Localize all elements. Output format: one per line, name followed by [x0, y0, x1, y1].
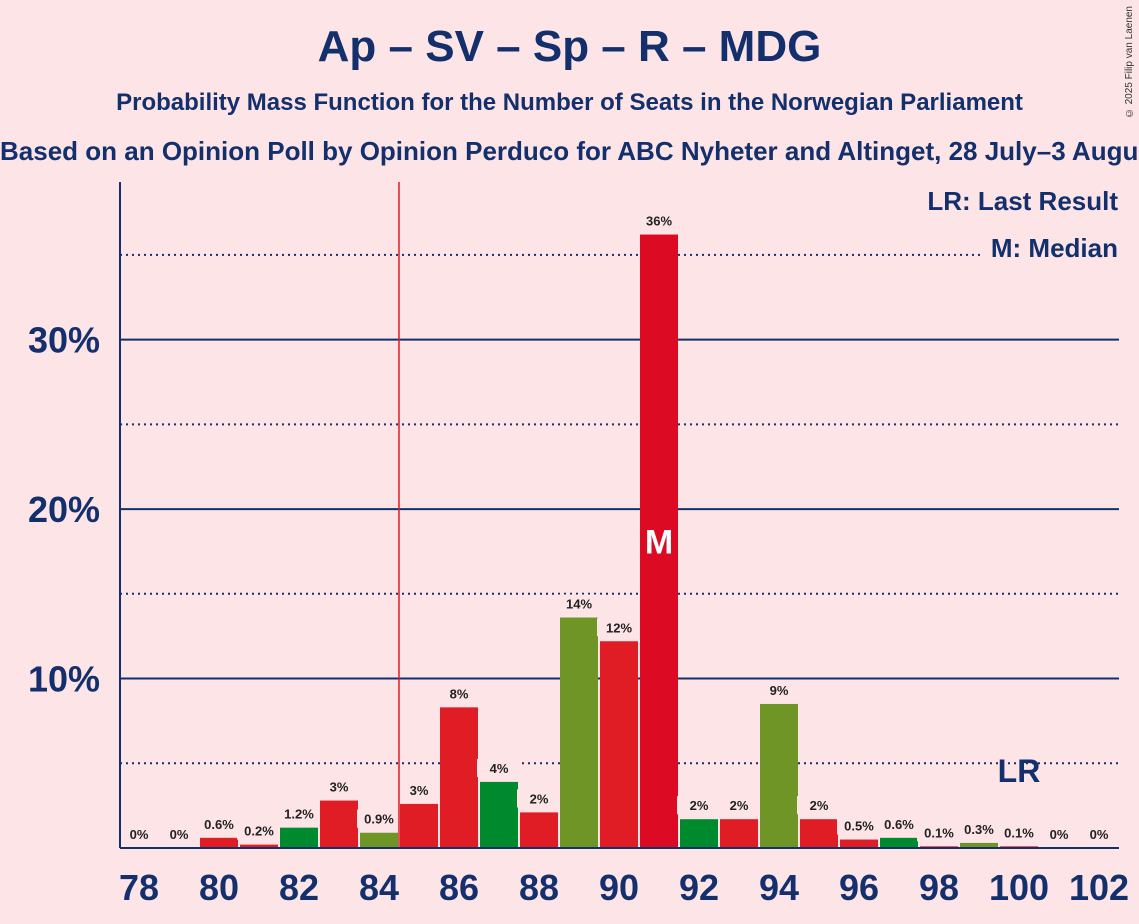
x-tick-label: 102 [1069, 867, 1129, 908]
x-tick-label: 100 [989, 867, 1049, 908]
last-result-marker: LR [998, 753, 1041, 789]
bar-label-bg-82 [277, 804, 321, 823]
bar-label-bg-97 [877, 814, 921, 833]
bar-97 [880, 837, 918, 848]
legend-bg-1 [930, 186, 1120, 216]
bar-label-bg-89 [557, 594, 601, 613]
bar-label-90: 12% [606, 620, 632, 635]
bar-89 [560, 617, 598, 848]
bar-label-bg-98 [917, 823, 961, 842]
bar-label-87: 4% [490, 761, 509, 776]
bar-label-bg-83 [317, 777, 361, 796]
bar-label-89: 14% [566, 597, 592, 612]
bar-label-86: 8% [450, 686, 469, 701]
bar-90 [600, 641, 638, 848]
bar-label-81: 0.2% [244, 824, 274, 839]
chart-subtitle: Probability Mass Function for the Number… [116, 89, 1023, 116]
bar-label-bg-85 [397, 780, 441, 799]
bar-93 [720, 819, 758, 848]
bar-label-95: 2% [810, 798, 829, 813]
bar-label-100: 0.1% [1004, 825, 1034, 840]
bar-label-bg-90 [597, 618, 641, 637]
bar-label-bg-87 [477, 758, 521, 777]
bar-label-79: 0% [170, 827, 189, 842]
bar-label-bg-84 [357, 809, 401, 828]
bar-label-bg-93 [717, 796, 761, 815]
bar-92 [680, 819, 718, 848]
bar-label-82: 1.2% [284, 807, 314, 822]
bar-label-bg-81 [237, 821, 281, 840]
y-tick-label: 20% [28, 489, 100, 530]
bar-label-97: 0.6% [884, 817, 914, 832]
x-tick-label: 82 [279, 867, 319, 908]
x-tick-label: 90 [599, 867, 639, 908]
bar-label-bg-100 [997, 823, 1041, 842]
bar-label-78: 0% [130, 827, 149, 842]
bar-label-101: 0% [1050, 827, 1069, 842]
x-tick-label: 96 [839, 867, 879, 908]
bar-85 [400, 803, 438, 848]
bar-label-93: 2% [730, 798, 749, 813]
bar-label-84: 0.9% [364, 812, 394, 827]
bar-87 [480, 781, 518, 848]
bar-label-83: 3% [330, 780, 349, 795]
bar-label-94: 9% [770, 683, 789, 698]
legend-bg-2 [980, 232, 1120, 256]
bar-80 [200, 837, 238, 848]
bar-label-bg-88 [517, 789, 561, 808]
bar-83 [320, 800, 358, 848]
bar-label-bg-95 [797, 796, 841, 815]
bar-label-88: 2% [530, 791, 549, 806]
bar-label-91: 36% [646, 214, 672, 229]
bar-99 [960, 842, 998, 848]
bar-label-102: 0% [1090, 827, 1109, 842]
legend-median: M: Median [991, 233, 1118, 263]
bar-84 [360, 832, 398, 848]
bar-96 [840, 839, 878, 848]
bar-95 [800, 819, 838, 848]
bar-label-bg-94 [757, 680, 801, 699]
bar-label-bg-86 [437, 684, 481, 703]
median-marker: M [645, 523, 673, 561]
bar-label-80: 0.6% [204, 817, 234, 832]
x-tick-label: 92 [679, 867, 719, 908]
x-tick-label: 84 [359, 867, 399, 908]
bar-82 [280, 827, 318, 848]
legend-last-result: LR: Last Result [927, 186, 1118, 216]
bar-88 [520, 812, 558, 848]
x-tick-label: 88 [519, 867, 559, 908]
bar-label-bg-92 [677, 796, 721, 815]
x-tick-label: 86 [439, 867, 479, 908]
bar-label-99: 0.3% [964, 822, 994, 837]
bar-label-92: 2% [690, 798, 709, 813]
chart-source: Based on an Opinion Poll by Opinion Perd… [0, 136, 1139, 166]
bar-label-bg-91 [637, 211, 681, 230]
bar-86 [440, 707, 478, 848]
bar-label-98: 0.1% [924, 825, 954, 840]
bar-81 [240, 844, 278, 848]
bar-label-96: 0.5% [844, 819, 874, 834]
x-tick-label: 78 [119, 867, 159, 908]
y-tick-label: 30% [28, 320, 100, 361]
bar-label-85: 3% [410, 783, 429, 798]
bar-label-bg-96 [837, 816, 881, 835]
bar-94 [760, 703, 798, 848]
x-tick-label: 98 [919, 867, 959, 908]
y-tick-label: 10% [28, 659, 100, 700]
bar-label-bg-80 [197, 814, 241, 833]
x-tick-label: 94 [759, 867, 799, 908]
bar-label-bg-99 [957, 819, 1001, 838]
x-tick-label: 80 [199, 867, 239, 908]
bar-91 [640, 234, 678, 848]
chart-title: Ap – SV – Sp – R – MDG [317, 22, 822, 71]
